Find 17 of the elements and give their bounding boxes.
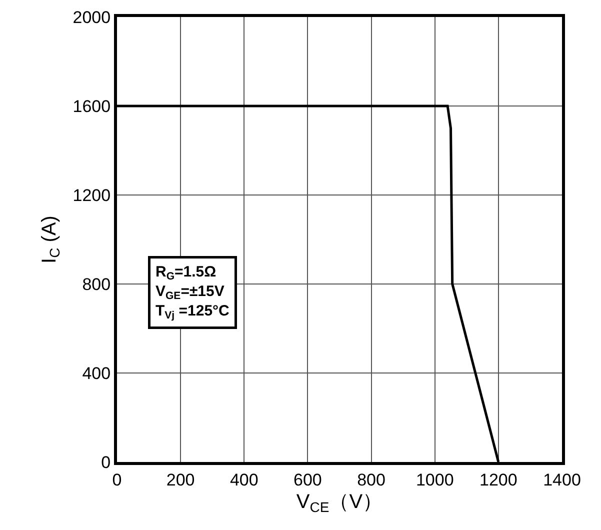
x-tick-label: 1000: [416, 470, 454, 490]
y-tick-label: 1200: [72, 186, 111, 205]
x-tick-label: 1400: [543, 470, 581, 490]
y-tick-label: 800: [82, 274, 111, 294]
annotation: R$_{G}$=1.5Ω: [156, 264, 216, 283]
y-tick-label: 0: [101, 452, 111, 472]
x-tick-label: 200: [166, 470, 195, 490]
annotation: T$_{Vj}$ =125°C: [156, 302, 230, 322]
x-tick-label: 600: [294, 470, 322, 490]
y-tick-label: 1600: [72, 96, 111, 116]
x-tick-label: 800: [357, 470, 386, 490]
x-tick-label: 400: [230, 470, 258, 490]
x-tick-label: 1200: [480, 470, 518, 490]
y-tick-label: 2000: [72, 8, 111, 27]
x-axis-title: V$_{CE}$（V）: [296, 490, 383, 516]
annotation: V$_{GE}$=±15V: [156, 283, 224, 302]
y-tick-label: 400: [82, 364, 111, 383]
